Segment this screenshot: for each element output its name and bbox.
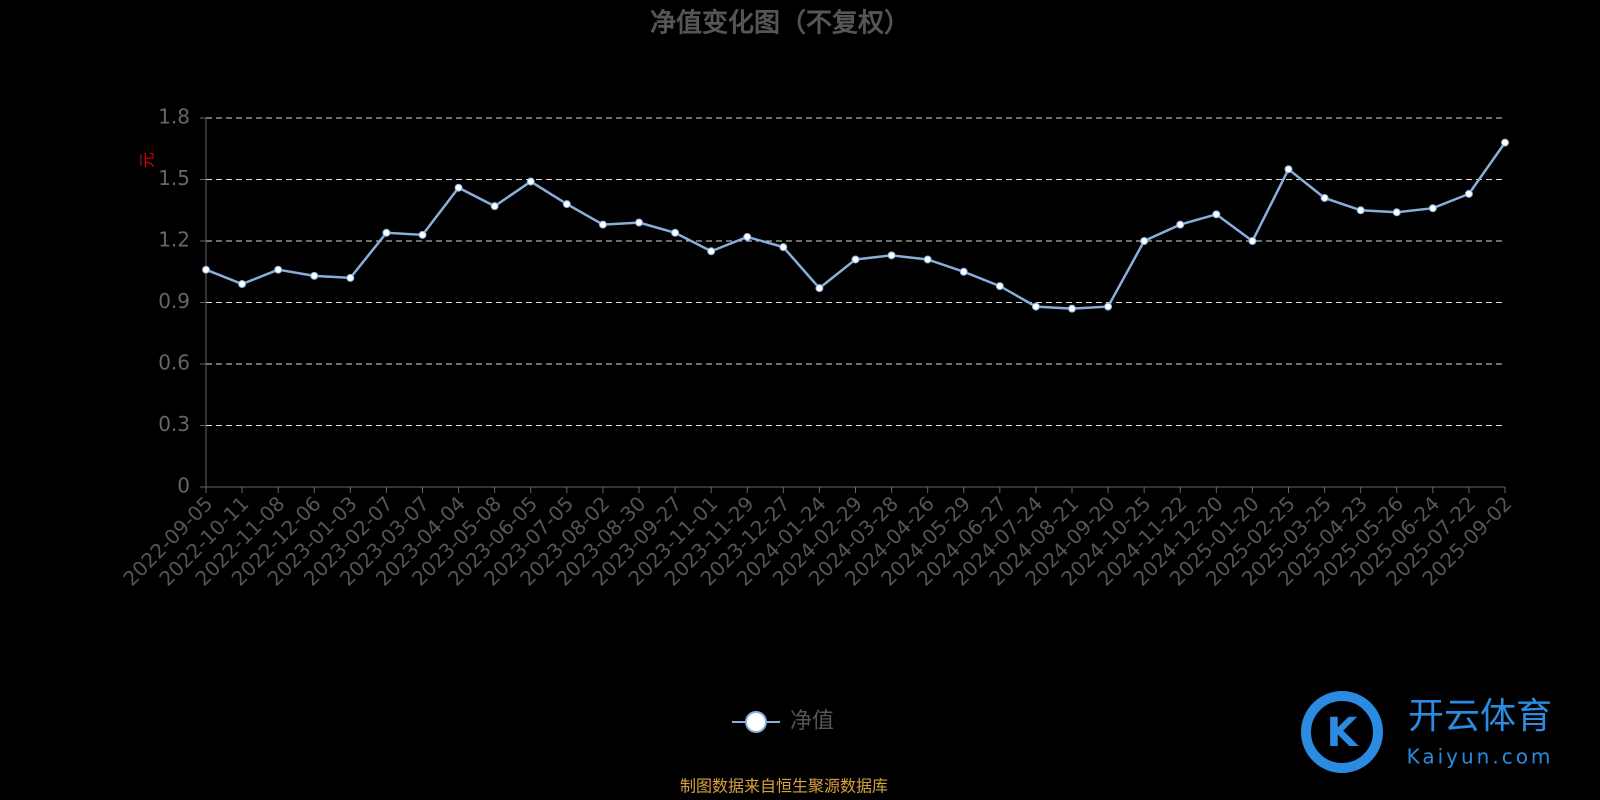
y-tick-label: 1.5 (158, 166, 190, 190)
data-point (1176, 220, 1185, 229)
y-tick-label: 0.6 (158, 351, 190, 375)
watermark-brand: 开云体育 (1408, 696, 1552, 737)
data-point (526, 177, 535, 186)
data-point (1140, 237, 1149, 245)
data-point (887, 251, 896, 260)
data-point (1212, 210, 1221, 219)
data-point (635, 218, 643, 227)
data-point (490, 202, 499, 211)
data-point (598, 220, 607, 229)
data-point (923, 255, 932, 264)
data-point (1104, 302, 1113, 311)
watermark-url: Kaiyun.com (1407, 745, 1554, 769)
data-point (562, 200, 571, 209)
data-point (707, 247, 716, 256)
data-point (779, 243, 788, 252)
data-point (815, 284, 824, 293)
watermark-logo (1301, 691, 1383, 773)
data-point (1356, 206, 1365, 215)
data-point (995, 282, 1004, 291)
data-point (1320, 193, 1329, 202)
data-point (1284, 165, 1293, 174)
y-tick-label: 0.9 (158, 289, 190, 313)
watermark: K 开云体育 Kaiyun.com (1301, 691, 1554, 773)
data-point (743, 232, 752, 241)
data-point (238, 280, 247, 289)
data-point (202, 265, 210, 274)
y-tick-label: 1.2 (158, 228, 190, 252)
legend-marker (745, 711, 767, 733)
legend-label: 净值 (790, 709, 834, 734)
data-point (1068, 304, 1076, 313)
data-point (1428, 204, 1437, 213)
data-point (310, 271, 319, 280)
data-point (851, 255, 860, 264)
source-note: 制图数据来自恒生聚源数据库 (680, 777, 888, 796)
data-point (346, 273, 355, 282)
data-point (671, 228, 680, 237)
data-point (454, 183, 463, 192)
data-point (1248, 237, 1257, 245)
y-tick-label: 0.3 (158, 412, 190, 436)
watermark-logo-letter: K (1327, 710, 1360, 756)
y-tick-label: 1.8 (158, 105, 190, 129)
data-point (1031, 302, 1040, 311)
y-tick-label: 0 (177, 474, 190, 498)
data-point (274, 265, 283, 274)
data-point (1392, 208, 1401, 217)
chart-title: 净值变化图（不复权） (650, 8, 910, 39)
data-point (1501, 138, 1509, 147)
data-point (959, 267, 968, 276)
y-axis-label: 元 (138, 152, 157, 168)
data-point (1464, 189, 1473, 198)
data-point (418, 230, 427, 239)
data-point (382, 228, 391, 237)
